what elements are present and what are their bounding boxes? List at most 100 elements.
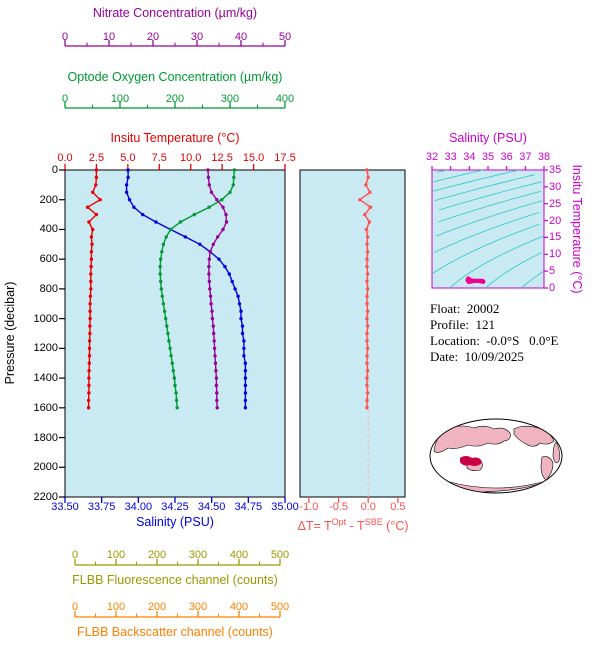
tick-label: 34.00 bbox=[124, 501, 153, 513]
tick-label: 15.0 bbox=[242, 152, 265, 164]
location-text: Location: -0.0°S 0.0°E bbox=[430, 333, 559, 348]
map-landmass-south-america bbox=[540, 456, 554, 481]
tick-label: 1200 bbox=[33, 342, 58, 355]
tick-label: 400 bbox=[229, 549, 249, 561]
tick-label: 2.5 bbox=[88, 152, 105, 164]
tick-label: -1.0 bbox=[299, 501, 319, 513]
tick-label: 1400 bbox=[33, 372, 58, 385]
tick-label: 0 bbox=[549, 282, 556, 294]
tick-label: 30 bbox=[549, 180, 562, 193]
tick-label: 300 bbox=[188, 601, 208, 613]
tick-label: 200 bbox=[147, 601, 167, 613]
panel-backgrounds bbox=[64, 169, 545, 498]
map-landmass-africa-edge bbox=[552, 441, 560, 463]
tick-label: 0.0 bbox=[57, 152, 73, 164]
world-map bbox=[429, 418, 563, 494]
tick-label: 37 bbox=[519, 151, 532, 163]
tick-label: 100 bbox=[106, 549, 126, 561]
nitrate-profile-curve bbox=[206, 168, 229, 410]
tick-label: 40 bbox=[234, 31, 248, 43]
tick-label: 1600 bbox=[33, 401, 58, 414]
tick-label: 400 bbox=[229, 601, 249, 613]
tick-label: 25 bbox=[549, 197, 562, 210]
tick-label: 0 bbox=[51, 164, 58, 176]
nitrate-axis-title: Nitrate Concentration (µm/kg) bbox=[92, 6, 258, 20]
tick-label: 800 bbox=[39, 282, 58, 295]
fluorescence-axis-title: FLBB Fluorescence channel (counts) bbox=[72, 573, 278, 587]
oxygen-axis-title: Optode Oxygen Concentration (µm/kg) bbox=[67, 70, 283, 84]
tick-label: 32 bbox=[425, 151, 439, 163]
tick-label: 35 bbox=[549, 164, 562, 176]
delta-t-curve bbox=[358, 168, 373, 410]
tick-label: 34.50 bbox=[197, 501, 226, 513]
tick-label: 34 bbox=[463, 151, 476, 163]
ts-salinity-axis-title: Salinity (PSU) bbox=[449, 131, 527, 145]
tick-label: 5.0 bbox=[120, 152, 136, 164]
tick-label: 12.5 bbox=[211, 152, 233, 164]
tick-label: 35.00 bbox=[271, 501, 299, 513]
float-location-marker bbox=[460, 456, 482, 466]
tick-label: 20 bbox=[146, 31, 160, 43]
tick-label: 400 bbox=[275, 93, 295, 105]
profile-number-text: Profile: 121 bbox=[430, 317, 495, 332]
tick-label: 10.0 bbox=[179, 152, 202, 164]
tick-label: 100 bbox=[106, 601, 126, 613]
tick-label: 17.5 bbox=[274, 152, 296, 164]
tick-label: 15 bbox=[549, 231, 562, 244]
tick-label: 0 bbox=[61, 93, 69, 105]
tick-label: 38 bbox=[537, 151, 551, 163]
delta-t-title-mid: - T bbox=[346, 519, 365, 534]
isopycnal-contours bbox=[431, 169, 544, 289]
tick-label: 500 bbox=[270, 549, 290, 561]
tick-label: 2000 bbox=[33, 461, 58, 474]
delta-t-axis-title: ΔT= TOpt - TSBE (°C) bbox=[283, 515, 423, 533]
temperature-axis-title: Insitu Temperature (°C) bbox=[110, 131, 240, 145]
tick-label: 400 bbox=[39, 223, 58, 236]
tick-label: 500 bbox=[270, 601, 290, 613]
pressure-axis-title: Pressure (decibar) bbox=[3, 281, 17, 385]
tick-label: 600 bbox=[39, 253, 58, 266]
tick-label: 0 bbox=[71, 601, 79, 613]
tick-label: 0.5 bbox=[390, 501, 406, 513]
tick-label: 300 bbox=[220, 93, 240, 105]
map-landmass-north-america bbox=[513, 425, 555, 447]
tick-label: 0.0 bbox=[360, 501, 376, 513]
tick-label: 0 bbox=[71, 549, 79, 561]
tick-label: 33.75 bbox=[87, 501, 116, 513]
tick-label: 10 bbox=[102, 31, 116, 43]
tick-label: 200 bbox=[39, 193, 58, 206]
ts-temperature-axis-title: Insitu Temperature (°C) bbox=[570, 164, 584, 294]
tick-label: 7.5 bbox=[151, 152, 167, 164]
tick-label: 5 bbox=[549, 265, 556, 278]
temperature-profile-curve bbox=[85, 168, 102, 410]
tick-label: 10 bbox=[549, 248, 562, 261]
date-text: Date: 10/09/2025 bbox=[430, 349, 524, 364]
tick-label: 200 bbox=[165, 93, 185, 105]
tick-label: 50 bbox=[278, 31, 292, 43]
tick-label: 34.25 bbox=[161, 501, 189, 513]
tick-label: 30 bbox=[190, 31, 204, 43]
tick-label: 0 bbox=[61, 31, 69, 43]
tick-label: 300 bbox=[188, 549, 208, 561]
map-landmass-eurasia bbox=[433, 425, 511, 453]
oxygen-profile-curve bbox=[158, 168, 237, 410]
delta-t-title-suffix: (°C) bbox=[382, 519, 409, 534]
tick-label: 1000 bbox=[33, 312, 58, 325]
delta-t-title-sup-sbe: SBE bbox=[364, 517, 383, 527]
tick-label: 36 bbox=[500, 151, 513, 163]
tick-label: 33.50 bbox=[51, 501, 79, 513]
delta-t-title-sup-opt: Opt bbox=[331, 517, 347, 527]
tick-label: 20 bbox=[549, 214, 562, 227]
tick-label: 35 bbox=[481, 151, 495, 163]
tick-label: 34.75 bbox=[234, 501, 263, 513]
ts-scatter-points bbox=[465, 276, 486, 285]
axes-graphics bbox=[59, 40, 548, 618]
tick-label: 2200 bbox=[33, 491, 58, 503]
backscatter-axis-title: FLBB Backscatter channel (counts) bbox=[77, 625, 273, 639]
tick-label: -0.5 bbox=[329, 501, 349, 513]
float-id-text: Float: 20002 bbox=[430, 301, 500, 316]
tick-label: 100 bbox=[110, 93, 130, 105]
tick-label: 1800 bbox=[33, 431, 58, 444]
